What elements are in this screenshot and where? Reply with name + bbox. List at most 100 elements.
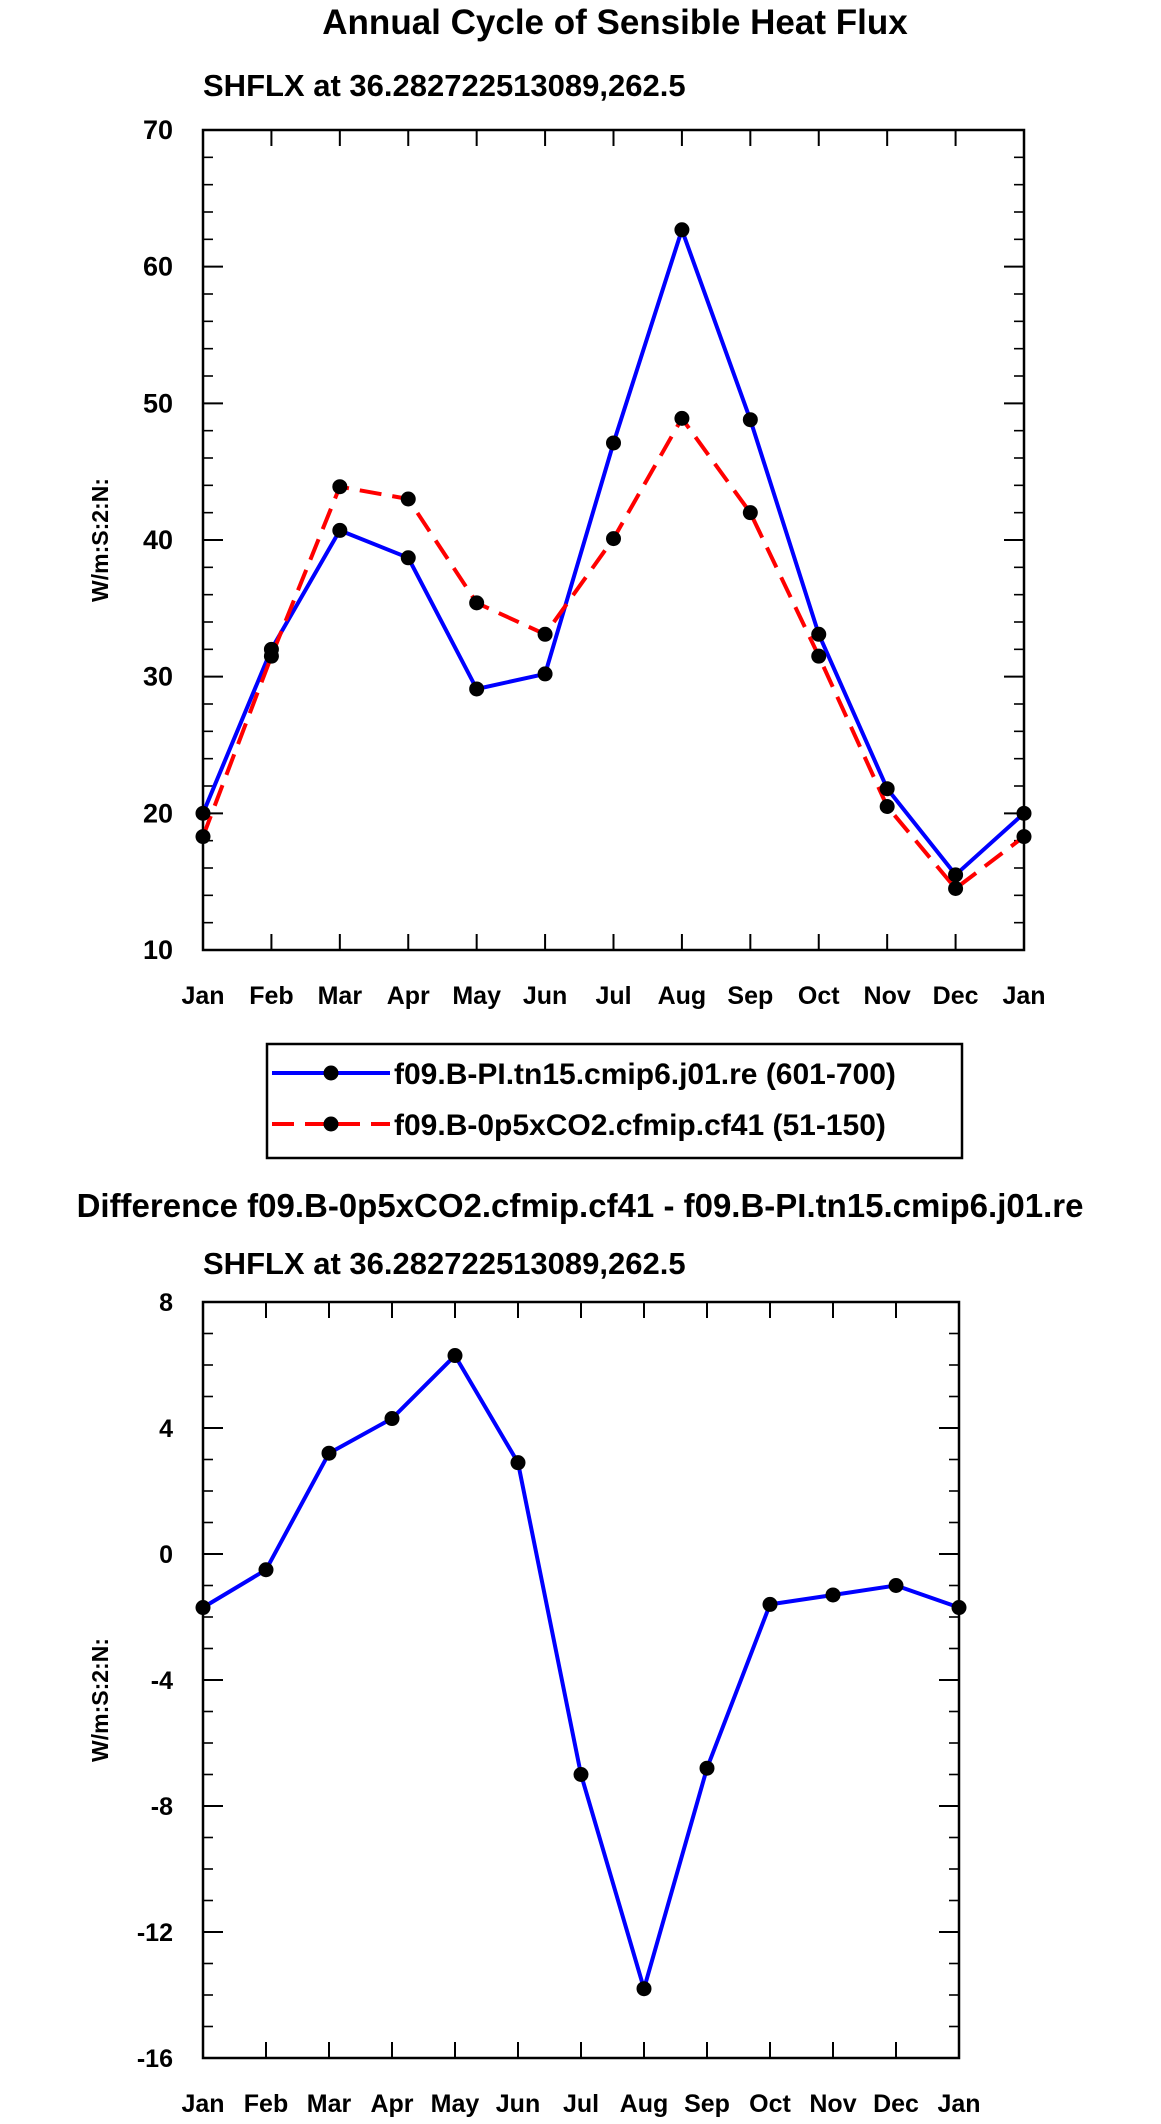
y-axis-label: W/m:S:2:N: [87,1638,113,1762]
data-point-s0-10 [825,1587,841,1603]
series-line-0 [201,227,1026,877]
x-tick-label: Jan [937,2090,980,2118]
x-tick-label: Oct [798,982,840,1010]
data-point-s0-4 [469,681,485,697]
chart-annual-cycle: Annual Cycle of Sensible Heat Flux SHFLX… [87,3,1046,1010]
data-point-s0-9 [762,1596,778,1612]
data-point-s1-7 [674,410,690,426]
legend: f09.B-PI.tn15.cmip6.j01.re (601-700) f09… [265,1042,964,1160]
x-tick-label: Jan [181,2090,224,2118]
y-tick-label: 0 [159,1541,173,1569]
legend-box [265,1042,964,1160]
y-tick-label: 60 [143,252,173,282]
data-points [195,1348,967,1997]
x-tick-label: Jan [1002,982,1045,1010]
x-tick-label: Jul [563,2090,599,2118]
y-tick-label: 20 [143,798,173,828]
data-point-s0-9 [811,626,827,642]
data-point-s0-11 [948,867,964,883]
plot-border [201,1300,961,2060]
data-point-s1-10 [879,799,895,814]
series-line-1 [201,416,1026,891]
data-point-s0-5 [510,1455,526,1471]
chart-title: Difference f09.B-0p5xCO2.cfmip.cf41 - f0… [77,1187,1084,1224]
data-point-s0-7 [636,1981,652,1997]
x-tick-labels: Jan Feb Mar Apr May Jun Jul Aug Sep Oct Nov Dec Jan [181,2090,980,2118]
axis-ticks [202,129,1025,951]
legend-marker-pi [323,1065,339,1081]
data-point-s0-3 [384,1411,400,1427]
data-point-s0-12 [1016,805,1032,821]
data-point-s1-12 [1016,829,1032,845]
data-point-s0-7 [674,222,690,238]
data-point-s0-5 [537,666,553,682]
y-tick-label: 10 [143,935,173,965]
x-tick-label: Nov [809,2090,856,2118]
x-tick-label: Dec [933,982,979,1010]
x-tick-labels: Jan Feb Mar Apr May Jun Jul Aug Sep Oct Nov Dec Jan [181,982,1045,1010]
legend-entry-pi: f09.B-PI.tn15.cmip6.j01.re (601-700) [394,1058,896,1091]
y-tick-label: -12 [137,1919,173,1947]
data-point-s1-1 [263,648,279,664]
y-tick-label: -8 [151,1793,173,1821]
y-tick-label: 40 [143,525,173,555]
data-point-s0-6 [573,1767,589,1782]
legend-marker-0p5xco2 [323,1116,339,1132]
x-tick-label: Mar [318,982,363,1010]
x-tick-label: Sep [727,982,773,1010]
x-tick-label: Jun [523,982,567,1010]
data-point-s1-6 [606,531,621,547]
data-point-s0-1 [258,1562,274,1578]
axes-frame [201,1300,961,2060]
data-point-s0-3 [400,550,416,566]
x-tick-label: Dec [873,2090,919,2118]
data-point-s1-3 [400,491,416,507]
chart-difference: Difference f09.B-0p5xCO2.cfmip.cf41 - f0… [77,1187,1084,2118]
y-tick-label: -16 [137,2045,173,2073]
data-point-s0-12 [951,1600,967,1616]
data-point-s0-2 [321,1445,337,1461]
x-tick-label: Jun [496,2090,540,2118]
data-point-s0-11 [888,1578,904,1593]
x-tick-label: May [431,2090,480,2118]
data-point-s1-9 [811,648,827,664]
y-tick-label: 8 [159,1289,173,1317]
data-point-s0-2 [332,522,348,538]
x-tick-label: Feb [249,982,293,1010]
data-point-s1-5 [537,626,553,642]
chart-title: Annual Cycle of Sensible Heat Flux [322,3,908,42]
y-tick-label: -4 [151,1667,173,1695]
x-tick-label: Aug [620,2090,669,2118]
data-point-s1-8 [742,505,758,521]
legend-entry-0p5xco2: f09.B-0p5xCO2.cfmip.cf41 (51-150) [394,1109,886,1142]
data-points [195,222,1032,896]
data-point-s0-0 [195,1600,211,1616]
data-point-s0-6 [606,435,621,451]
series-lines [201,227,1026,891]
x-tick-label: Nov [864,982,911,1010]
data-point-s0-0 [195,805,211,821]
chart-subtitle: SHFLX at 36.282722513089,262.5 [203,68,686,103]
x-tick-label: Apr [370,2090,413,2118]
x-tick-label: Jan [181,982,224,1010]
y-axis-label: W/m:S:2:N: [87,478,113,602]
x-tick-label: Mar [307,2090,352,2118]
data-point-s1-11 [948,881,964,896]
x-tick-label: Oct [749,2090,791,2118]
y-tick-label: 50 [143,388,173,418]
data-point-s0-8 [742,412,758,428]
x-tick-label: Sep [684,2090,730,2118]
series-line-0 [201,1353,960,1991]
series-lines [201,1353,960,1991]
data-point-s1-4 [469,595,485,611]
y-tick-labels: 10 20 30 40 50 60 70 [143,115,173,965]
y-tick-labels: -16 -12 -8 -4 0 4 8 [137,1289,173,2073]
y-tick-label: 30 [143,662,173,692]
y-tick-label: 70 [143,115,173,145]
data-point-s1-0 [195,829,211,845]
data-point-s0-10 [879,781,895,797]
axis-ticks [202,1301,960,2059]
y-tick-label: 4 [159,1415,173,1443]
data-point-s0-4 [447,1348,463,1364]
